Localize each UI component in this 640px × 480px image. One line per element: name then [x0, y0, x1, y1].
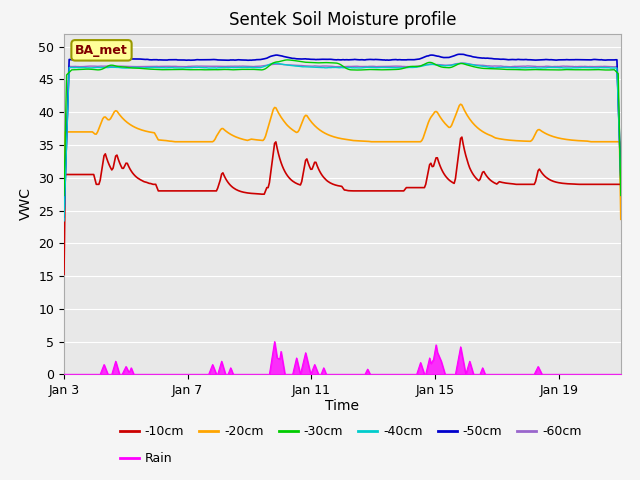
Title: Sentek Soil Moisture profile: Sentek Soil Moisture profile	[228, 11, 456, 29]
Legend: Rain: Rain	[115, 447, 177, 470]
Y-axis label: VWC: VWC	[19, 188, 33, 220]
Text: BA_met: BA_met	[75, 44, 128, 57]
X-axis label: Time: Time	[325, 398, 360, 412]
